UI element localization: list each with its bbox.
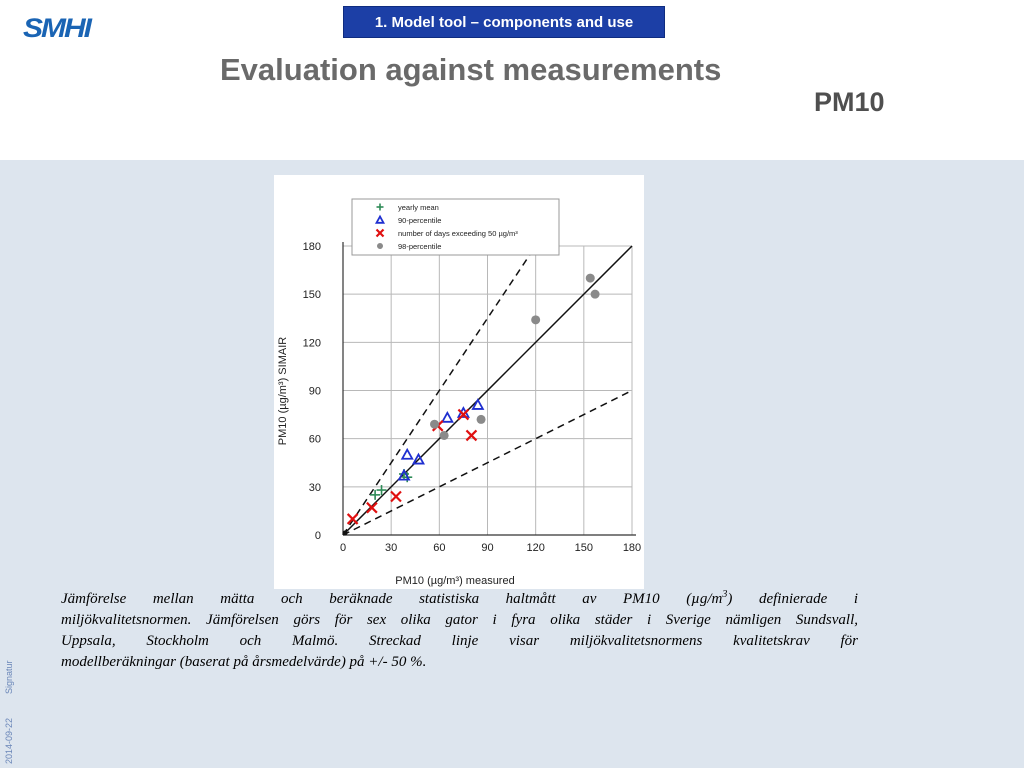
caption-line-1: Jämförelse mellan mätta och beräknade st… xyxy=(61,589,859,608)
data-point-plus xyxy=(376,485,387,496)
x-tick-label: 0 xyxy=(340,542,346,554)
legend-marker-x xyxy=(375,228,385,238)
x-axis-label: PM10 (µg/m³) measured xyxy=(395,575,514,587)
dashed-reference-line xyxy=(342,389,633,536)
caption-line-3: Uppsala, Stockholm och Malmö. Streckad l… xyxy=(61,633,858,649)
data-point-x xyxy=(346,513,359,525)
x-tick-label: 180 xyxy=(623,542,641,554)
legend-marker-plus xyxy=(376,203,384,211)
y-tick-label: 0 xyxy=(315,530,321,542)
y-tick-label: 90 xyxy=(309,386,321,398)
data-point-triangle xyxy=(397,468,411,481)
slide-title: Evaluation against measurements xyxy=(220,52,722,87)
data-point-circle xyxy=(531,315,541,325)
data-point-circle xyxy=(590,289,600,299)
chart-panel: 0 30 60 90 120 150 180 0 30 60 90 120 150 180 yearly … xyxy=(274,175,644,589)
legend-box xyxy=(351,198,560,256)
data-point-circle xyxy=(439,430,449,440)
axis-layer: 0 30 60 90 120 150 180 0 30 60 90 120 150 180 xyxy=(303,241,642,554)
y-tick-label: 30 xyxy=(309,482,321,494)
data-points xyxy=(346,273,600,525)
data-point-triangle xyxy=(411,452,425,465)
data-point-circle xyxy=(430,419,440,429)
side-signature: Signatur xyxy=(2,660,18,696)
legend-label: number of days exceeding 50 µg/m³ xyxy=(398,229,518,238)
x-tick-label: 60 xyxy=(433,542,445,554)
reference-lines xyxy=(342,245,633,536)
legend: yearly mean 90-percentile number of days e… xyxy=(351,198,560,256)
data-point-triangle xyxy=(400,447,414,460)
x-tick-label: 150 xyxy=(575,542,593,554)
x-tick-label: 120 xyxy=(526,542,544,554)
caption-line-2: miljökvalitetsnormen. Jämförelsen görs f… xyxy=(61,612,858,628)
data-point-x xyxy=(390,490,402,503)
legend-marker-triangle xyxy=(374,214,386,224)
data-point-x xyxy=(366,501,378,514)
y-tick-label: 150 xyxy=(303,289,321,301)
side-date: 2014-09-22 xyxy=(2,712,18,766)
figure-caption: Jämförelse mellan mätta och beräknade st… xyxy=(61,589,858,673)
data-point-plus xyxy=(370,489,381,500)
y-axis-label: PM10 (µg/m³) SIMAIR xyxy=(277,337,289,445)
legend-marker-circle xyxy=(377,243,383,249)
data-point-triangle xyxy=(440,410,454,423)
data-point-triangle xyxy=(471,398,485,410)
data-point-x xyxy=(465,429,478,442)
legend-label: yearly mean xyxy=(398,203,439,212)
data-point-circle xyxy=(585,273,595,283)
y-tick-label: 60 xyxy=(309,434,321,446)
origin-marker xyxy=(342,530,348,536)
caption-superscript: 3 xyxy=(722,589,728,600)
smhi-logo: SMHI xyxy=(23,13,92,44)
x-tick-label: 30 xyxy=(385,542,397,554)
signature-text: Signatur xyxy=(4,660,14,694)
section-tab[interactable]: 1. Model tool – components and use xyxy=(343,6,665,38)
dashed-reference-line xyxy=(342,245,537,536)
one-to-one-line xyxy=(342,245,633,536)
slide-subtitle: PM10 xyxy=(814,87,885,117)
legend-label: 90-percentile xyxy=(398,216,441,225)
scatter-chart: 0 30 60 90 120 150 180 0 30 60 90 120 150 180 yearly … xyxy=(277,198,642,587)
y-tick-label: 180 xyxy=(303,241,321,253)
y-tick-label: 120 xyxy=(303,337,321,349)
x-tick-label: 90 xyxy=(481,542,493,554)
data-point-circle xyxy=(476,414,486,424)
data-point-x xyxy=(457,408,470,421)
caption-line-4: modellberäkningar (baserat på årsmedelvä… xyxy=(61,654,427,670)
date-text: 2014-09-22 xyxy=(4,717,14,764)
legend-label: 98-percentile xyxy=(398,242,441,251)
